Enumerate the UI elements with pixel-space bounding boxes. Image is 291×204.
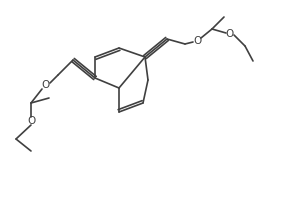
Text: O: O	[226, 29, 234, 39]
Text: O: O	[42, 80, 50, 90]
Text: O: O	[27, 116, 35, 126]
Text: O: O	[193, 36, 201, 46]
